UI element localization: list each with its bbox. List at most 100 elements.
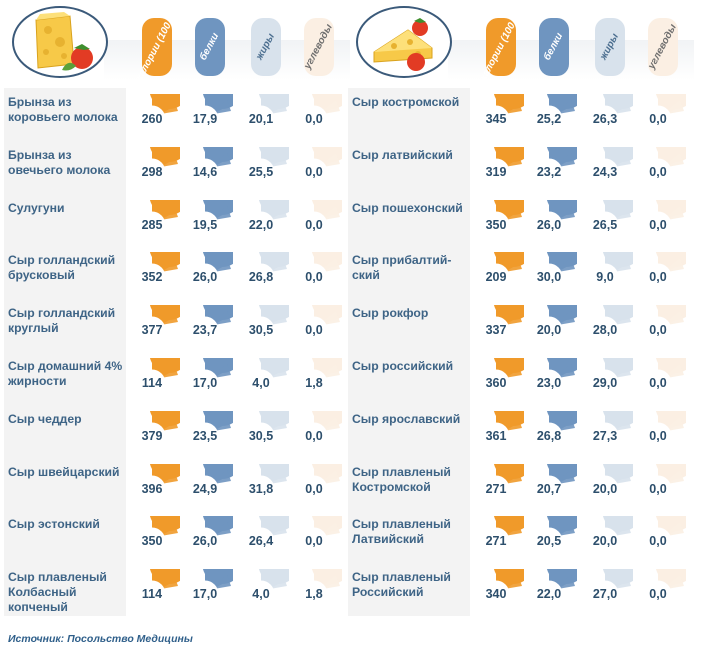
- pie-mark: [247, 146, 289, 186]
- pie-calories: 379: [132, 410, 180, 457]
- pie-protein: 26,8: [529, 410, 577, 457]
- pie-fat: 20,0: [585, 463, 633, 510]
- pie-mark: [138, 305, 180, 344]
- pie-fat: 20,0: [585, 516, 633, 562]
- pie-mark: [644, 357, 686, 397]
- pie-protein: 26,0: [185, 252, 233, 298]
- pie-carbs: 0,0: [294, 252, 342, 298]
- cheese-name: Сыр российский: [352, 358, 454, 373]
- pie-mark: [535, 410, 577, 450]
- pie-protein: 20,7: [529, 463, 577, 510]
- column-header-label: белки: [541, 31, 566, 63]
- pie-carbs: 0,0: [294, 199, 342, 246]
- pie-mark: [591, 305, 633, 344]
- pie-mark: [300, 516, 342, 555]
- table-row: Сулугуни 285 19,5 22,0 0,0: [4, 194, 350, 247]
- nutrient-value: 24,9: [192, 481, 218, 496]
- pie-mark: [644, 516, 686, 555]
- pie-mark: [482, 305, 524, 344]
- pie-mark: [191, 252, 233, 291]
- pie-mark: [300, 357, 342, 397]
- column-header-label: жиры: [254, 31, 278, 62]
- pie-fat: 29,0: [585, 357, 633, 404]
- nutrient-value: 340: [485, 587, 507, 602]
- nutrient-value: 271: [485, 534, 507, 549]
- pie-calories: 260: [132, 94, 180, 140]
- pie-mark: [482, 569, 524, 608]
- pie-fat: 24,3: [585, 146, 633, 193]
- pie-carbs: 0,0: [638, 305, 686, 351]
- pie-carbs: 0,0: [638, 146, 686, 193]
- pie-mark: [482, 463, 524, 503]
- nutrient-value: 0,0: [649, 323, 667, 338]
- pie-protein: 22,0: [529, 569, 577, 615]
- nutrient-value: 337: [485, 323, 507, 338]
- pie-mark: [482, 94, 524, 133]
- pie-mark: [300, 463, 342, 503]
- pie-mark: [482, 199, 524, 239]
- pie-mark: [300, 410, 342, 450]
- nutrient-value: 0,0: [649, 217, 667, 232]
- pie-calories: 271: [476, 463, 524, 510]
- nutrient-value: 26,3: [592, 112, 618, 126]
- pie-mark: [191, 516, 233, 555]
- nutrient-value: 4,0: [252, 587, 270, 602]
- pie-calories: 285: [132, 199, 180, 246]
- pie-carbs: 0,0: [638, 357, 686, 404]
- pie-mark: [644, 252, 686, 291]
- cheese-name: Сыр домашний 4% жирности: [8, 358, 123, 388]
- nutrient-value: 260: [141, 112, 163, 126]
- pie-calories: 361: [476, 410, 524, 457]
- pie-mark: [535, 516, 577, 555]
- pie-mark: [591, 199, 633, 239]
- pie-carbs: 0,0: [638, 410, 686, 457]
- pie-carbs: 1,8: [294, 569, 342, 615]
- nutrient-value: 30,5: [248, 323, 274, 338]
- pie-fat: 4,0: [241, 569, 289, 615]
- nutrient-value: 0,0: [649, 375, 667, 390]
- table-row: Сыр ярославский 361 26,8 27,3 0,0: [348, 405, 694, 458]
- nutrient-value: 19,5: [192, 217, 218, 232]
- table-row: Брынза из коровьего молока 260 17,9 20,1 0,0: [4, 88, 350, 141]
- cheese-name: Сыр чеддер: [8, 411, 82, 426]
- nutrient-value: 0,0: [649, 481, 667, 496]
- nutrient-value: 27,3: [592, 428, 618, 443]
- nutrient-value: 379: [141, 428, 163, 443]
- pie-mark: [591, 410, 633, 450]
- pie-fat: 4,0: [241, 357, 289, 404]
- source-note: Источник: Посольство Медицины: [8, 633, 193, 645]
- pie-carbs: 0,0: [638, 516, 686, 562]
- pie-calories: 350: [132, 516, 180, 562]
- nutrient-value: 14,6: [192, 164, 218, 179]
- nutrient-value: 20,1: [248, 112, 274, 126]
- cheese-logo: [356, 6, 452, 78]
- nutrient-value: 209: [485, 270, 507, 285]
- pie-mark: [300, 94, 342, 133]
- nutrient-value: 17,0: [192, 375, 218, 390]
- nutrient-value: 29,0: [592, 375, 618, 390]
- pie-carbs: 1,8: [294, 357, 342, 404]
- pie-protein: 23,0: [529, 357, 577, 404]
- nutrient-value: 23,7: [192, 323, 218, 338]
- nutrient-value: 30,5: [248, 428, 274, 443]
- pie-mark: [138, 146, 180, 186]
- table-row: Сыр латвийский 319 23,2 24,3 0,0: [348, 141, 694, 194]
- right-panel: калории (100 г) белки жиры углеводы Сыр кост…: [348, 0, 694, 620]
- pie-fat: 25,5: [241, 146, 289, 193]
- pie-calories: 352: [132, 252, 180, 298]
- cheese-name: Сыр латвийский: [352, 147, 453, 162]
- pie-mark: [247, 305, 289, 344]
- cheese-name: Сыр ярославский: [352, 411, 461, 426]
- table-row: Сыр швейцарский 396 24,9 31,8 0,0: [4, 458, 350, 511]
- nutrient-value: 0,0: [305, 112, 323, 126]
- table-row: Сыр плавленый Российский 340 22,0 27,0 0,0: [348, 563, 694, 616]
- column-header-label: углеводы: [302, 22, 335, 72]
- table-row: Сыр плавленый Костромской 271 20,7 20,0 0,0: [348, 458, 694, 511]
- column-header-label: белки: [197, 31, 222, 63]
- pie-mark: [482, 252, 524, 291]
- cheese-icon: [35, 12, 93, 71]
- header-carbs: углеводы: [646, 18, 679, 76]
- column-header-label: жиры: [598, 31, 622, 62]
- cheese-name: Сулугуни: [8, 200, 65, 215]
- nutrient-value: 4,0: [252, 375, 270, 390]
